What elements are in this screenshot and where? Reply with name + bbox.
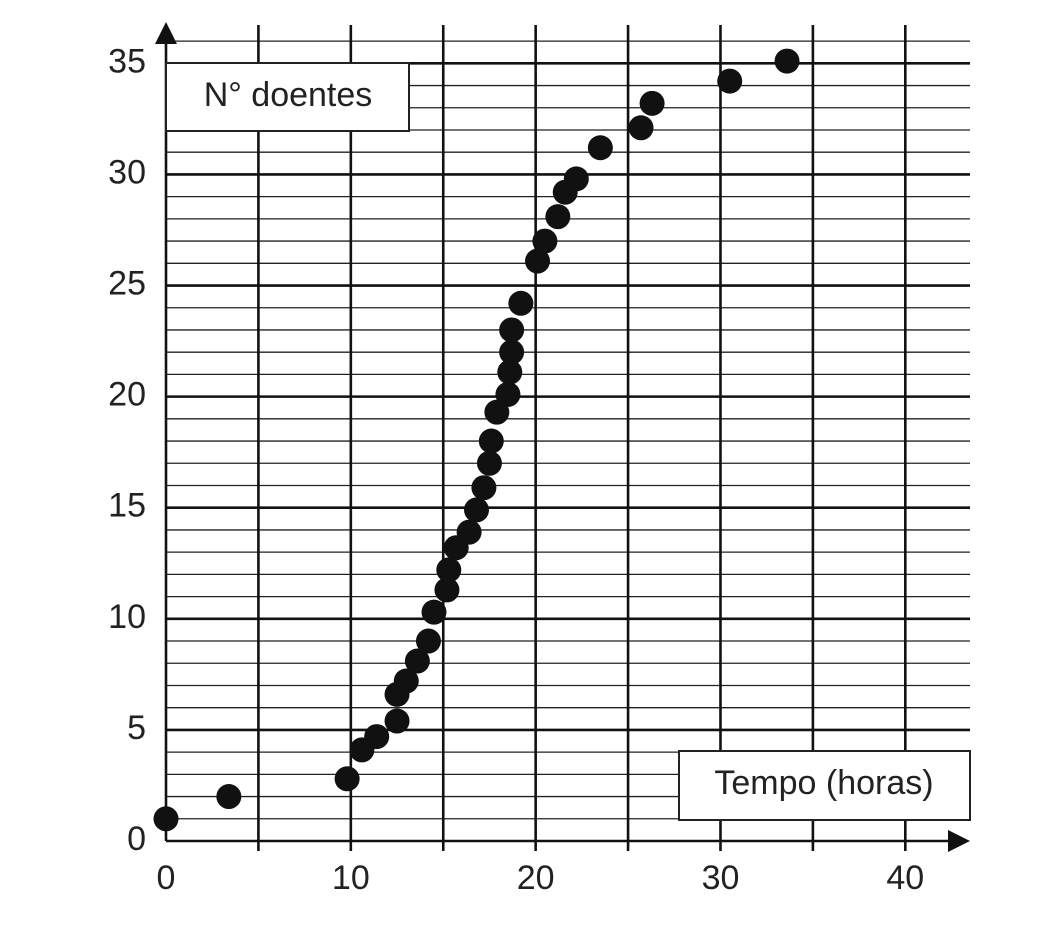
x-tick-label: 20 [517, 859, 555, 897]
xlabel-box [678, 750, 971, 821]
point [436, 557, 462, 583]
point [476, 450, 502, 476]
point [464, 497, 490, 523]
point [216, 784, 242, 810]
point [384, 708, 410, 734]
y-tick-label: 15 [108, 487, 146, 525]
y-tick-label: 0 [127, 820, 146, 858]
point [478, 428, 504, 454]
x-tick-label: 40 [886, 859, 924, 897]
ylabel-box [165, 62, 410, 132]
x-tick-label: 10 [332, 859, 370, 897]
y-tick-label: 10 [108, 598, 146, 636]
y-arrow [155, 22, 177, 44]
point [587, 135, 613, 161]
point [499, 317, 525, 343]
x-tick-label: 30 [702, 859, 740, 897]
point [717, 68, 743, 94]
point [153, 806, 179, 832]
point [415, 628, 441, 654]
point [495, 381, 521, 407]
point [628, 115, 654, 141]
y-tick-label: 25 [108, 265, 146, 303]
y-tick-label: 30 [108, 153, 146, 191]
point [545, 204, 571, 230]
point [497, 359, 523, 385]
x-arrow [948, 830, 970, 852]
point [525, 248, 551, 274]
y-axis-label: N° doentes [204, 76, 373, 114]
point [471, 475, 497, 501]
point [484, 399, 510, 425]
point [364, 724, 390, 750]
marks [153, 48, 800, 832]
point [532, 228, 558, 254]
point [499, 339, 525, 365]
x-tick-label: 0 [157, 859, 176, 897]
y-tick-label: 20 [108, 376, 146, 414]
point [434, 577, 460, 603]
point [334, 766, 360, 792]
point [508, 290, 534, 316]
x-axis-label: Tempo (horas) [714, 764, 933, 802]
point [456, 519, 482, 545]
y-tick-label: 35 [108, 42, 146, 80]
grid [166, 25, 970, 851]
point [404, 648, 430, 674]
point [563, 166, 589, 192]
y-tick-label: 5 [127, 709, 146, 747]
point [421, 599, 447, 625]
point [639, 90, 665, 116]
point [774, 48, 800, 74]
point [393, 668, 419, 694]
